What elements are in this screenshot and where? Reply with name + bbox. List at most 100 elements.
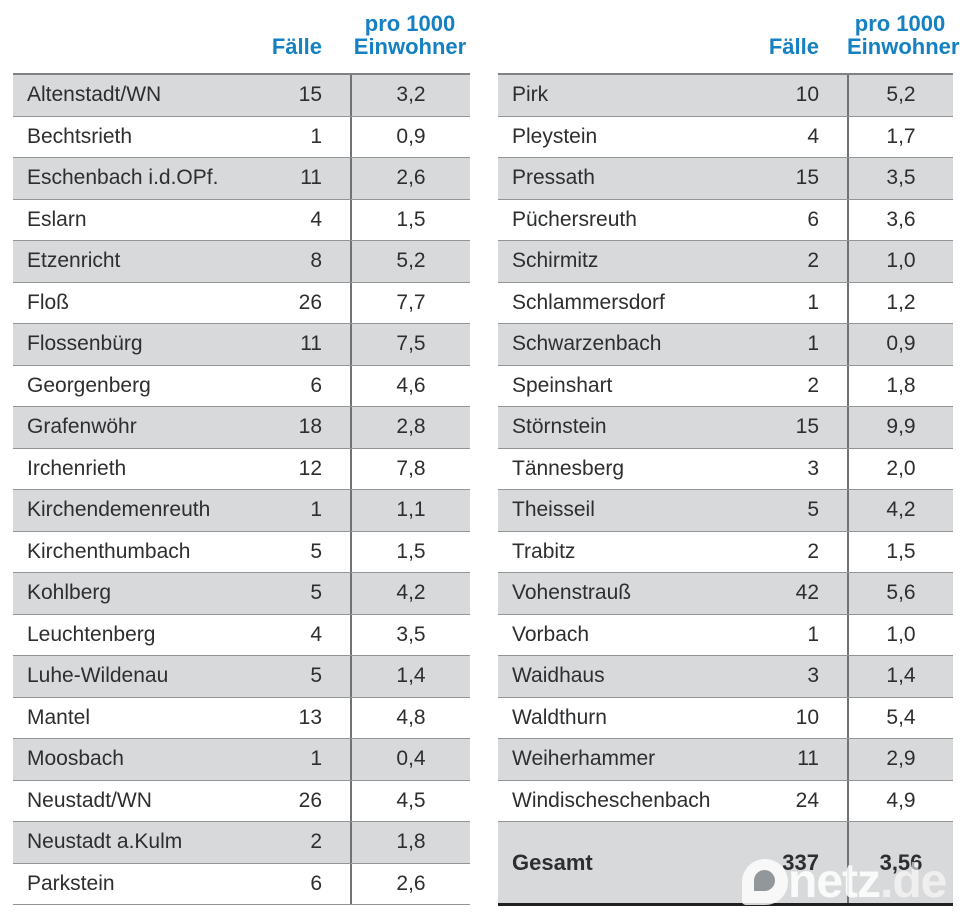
- table-row: Moosbach 1 0,4: [13, 739, 470, 781]
- per-1000-value: 7,8: [350, 448, 470, 489]
- cases-value: 26: [298, 788, 322, 812]
- municipality-name: Waldthurn: [512, 705, 607, 729]
- municipality-name: Eslarn: [27, 207, 87, 231]
- per-1000-value: 3,2: [350, 75, 470, 116]
- municipality-name: Schlammersdorf: [512, 290, 665, 314]
- total-label: Gesamt: [512, 849, 593, 875]
- table-row: Speinshart 2 1,8: [498, 365, 953, 407]
- column-header-per-1000-line2: Einwohner: [353, 34, 467, 60]
- cases-value: 42: [795, 581, 819, 605]
- municipality-name: Altenstadt/WN: [27, 83, 162, 107]
- municipality-name: Kohlberg: [27, 581, 112, 605]
- cases-value: 5: [807, 498, 819, 522]
- per-1000-value: 1,5: [350, 199, 470, 240]
- municipality-name: Theisseil: [512, 498, 595, 522]
- municipality-name: Windischeschenbach: [512, 788, 711, 812]
- table-row: Leuchtenberg 4 3,5: [13, 614, 470, 656]
- per-1000-value: 2,6: [350, 863, 470, 904]
- per-1000-value: 0,4: [350, 739, 470, 780]
- municipality-name: Störnstein: [512, 415, 607, 439]
- cases-value: 4: [310, 622, 322, 646]
- per-1000-value: 7,7: [350, 282, 470, 323]
- column-header-per-1000-line1: pro 1000: [854, 11, 946, 37]
- cases-value: 3: [807, 456, 819, 480]
- table-row: Luhe-Wildenau 5 1,4: [13, 656, 470, 698]
- cases-value: 24: [795, 788, 819, 812]
- per-1000-value: 1,4: [350, 656, 470, 697]
- municipality-name: Floß: [27, 290, 69, 314]
- table-left-column: Fälle pro 1000 Einwohner Altenstadt/WN 15…: [13, 0, 470, 905]
- per-1000-value: 1,0: [847, 614, 953, 655]
- table-row: Windischeschenbach 24 4,9: [498, 780, 953, 822]
- municipality-name: Weiherhammer: [512, 747, 656, 771]
- cases-value: 5: [310, 664, 322, 688]
- cases-value: 15: [298, 83, 322, 107]
- table-row: Vohenstrauß 42 5,6: [498, 573, 953, 615]
- column-header-cases: Fälle: [271, 34, 322, 60]
- table-row: Störnstein 15 9,9: [498, 407, 953, 449]
- cases-value: 1: [310, 747, 322, 771]
- municipality-name: Luhe-Wildenau: [27, 664, 169, 688]
- table-right-column: Fälle pro 1000 Einwohner Pirk 10 5,2 Pleyst…: [498, 0, 960, 906]
- table-right: Pirk 10 5,2 Pleystein 4 1,7 Pressath 15 3,5 Püche…: [498, 73, 953, 906]
- cases-value: 11: [300, 166, 322, 190]
- table-row: Neustadt a.Kulm 2 1,8: [13, 822, 470, 864]
- table-row: Etzenricht 8 5,2: [13, 241, 470, 283]
- per-1000-value: 0,9: [847, 324, 953, 365]
- cases-value: 6: [807, 207, 819, 231]
- table-row: Flossenbürg 11 7,5: [13, 324, 470, 366]
- table-row: Vorbach 1 1,0: [498, 614, 953, 656]
- cases-value: 4: [807, 124, 819, 148]
- cases-value: 4: [310, 207, 322, 231]
- per-1000-value: 3,5: [847, 158, 953, 199]
- cases-value: 5: [310, 539, 322, 563]
- total-per-1000-value: 3,56: [847, 822, 953, 903]
- table-left-header: Fälle pro 1000 Einwohner: [13, 0, 470, 73]
- table-row: Irchenrieth 12 7,8: [13, 448, 470, 490]
- table-row: Trabitz 2 1,5: [498, 531, 953, 573]
- municipality-name: Waidhaus: [512, 664, 605, 688]
- cases-value: 15: [795, 415, 819, 439]
- cases-value: 13: [298, 705, 322, 729]
- per-1000-value: 5,2: [350, 241, 470, 282]
- municipality-name: Irchenrieth: [27, 456, 127, 480]
- per-1000-value: 5,2: [847, 75, 953, 116]
- per-1000-value: 1,5: [350, 531, 470, 572]
- column-header-cases: Fälle: [768, 34, 819, 60]
- table-row: Pleystein 4 1,7: [498, 116, 953, 158]
- per-1000-value: 4,5: [350, 780, 470, 821]
- municipality-name: Kirchendemenreuth: [27, 498, 211, 522]
- municipality-name: Pirk: [512, 83, 549, 107]
- table-row: Kirchenthumbach 5 1,5: [13, 531, 470, 573]
- column-header-per-1000-line2: Einwohner: [847, 34, 960, 60]
- municipality-name: Neustadt/WN: [27, 788, 152, 812]
- municipality-name: Schwarzenbach: [512, 332, 662, 356]
- cases-value: 10: [795, 83, 819, 107]
- per-1000-value: 2,9: [847, 739, 953, 780]
- cases-value: 2: [807, 539, 819, 563]
- municipality-name: Parkstein: [27, 871, 115, 895]
- municipality-name: Kirchenthumbach: [27, 539, 191, 563]
- cases-value: 3: [807, 664, 819, 688]
- per-1000-value: 3,6: [847, 199, 953, 240]
- per-1000-value: 1,0: [847, 241, 953, 282]
- table-row: Georgenberg 6 4,6: [13, 365, 470, 407]
- per-1000-value: 4,9: [847, 780, 953, 821]
- municipality-name: Schirmitz: [512, 249, 599, 273]
- total-cases-value: 337: [782, 849, 819, 875]
- cases-value: 6: [310, 871, 322, 895]
- municipality-name: Tännesberg: [512, 456, 625, 480]
- per-1000-value: 1,1: [350, 490, 470, 531]
- table-row: Eslarn 4 1,5: [13, 199, 470, 241]
- per-1000-value: 1,7: [847, 116, 953, 157]
- column-header-per-1000: pro 1000 Einwohner: [847, 11, 960, 60]
- cases-value: 1: [807, 332, 819, 356]
- per-1000-value: 4,6: [350, 365, 470, 406]
- cases-value: 10: [795, 705, 819, 729]
- table-row: Bechtsrieth 1 0,9: [13, 116, 470, 158]
- municipality-name: Moosbach: [27, 747, 124, 771]
- table-row: Altenstadt/WN 15 3,2: [13, 75, 470, 117]
- table-row: Grafenwöhr 18 2,8: [13, 407, 470, 449]
- table-row: Floß 26 7,7: [13, 282, 470, 324]
